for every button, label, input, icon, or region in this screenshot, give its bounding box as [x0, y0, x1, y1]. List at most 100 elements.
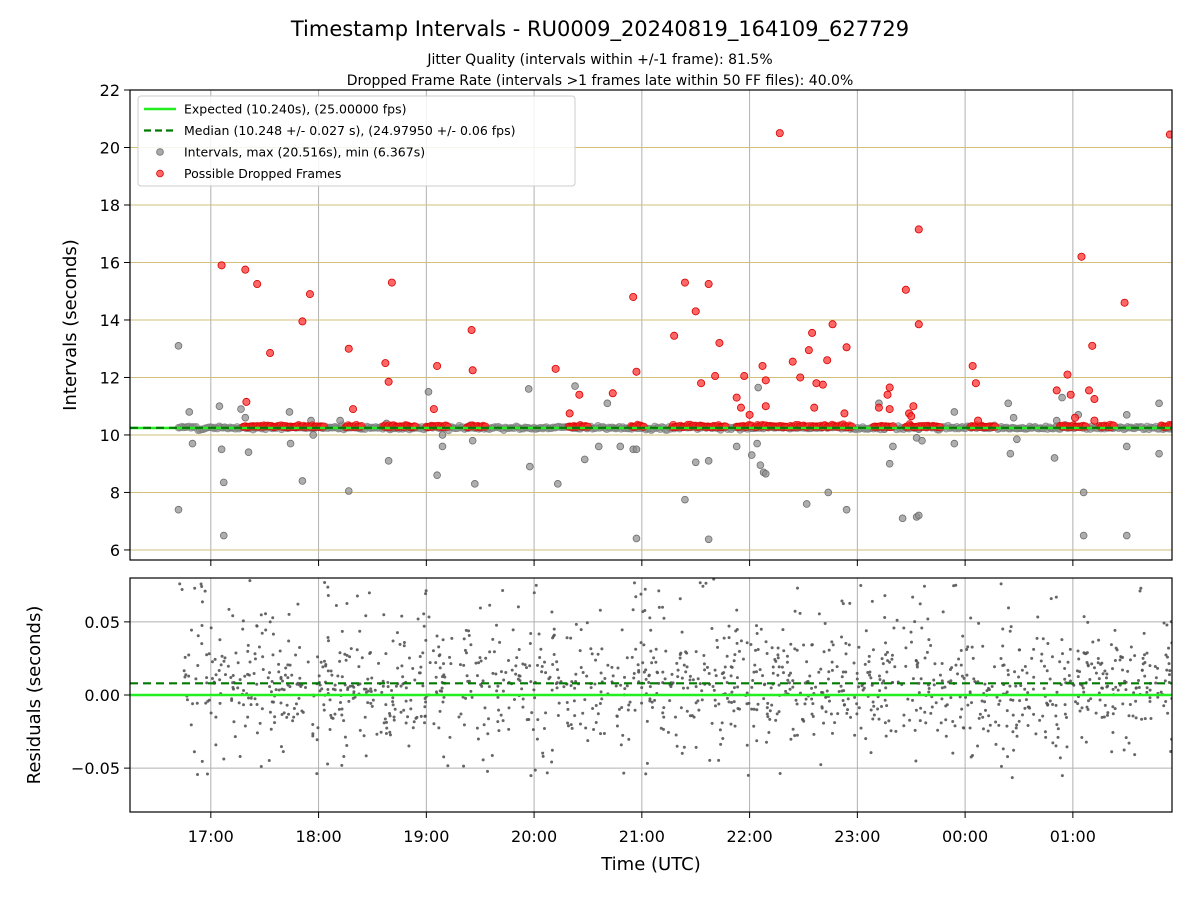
residual-point: [727, 624, 731, 628]
residual-point: [643, 587, 647, 591]
residual-point: [1121, 655, 1125, 659]
residual-point: [639, 641, 643, 645]
residual-point: [938, 673, 942, 677]
residual-point: [569, 684, 573, 688]
dropped-frame-outlier-point: [761, 402, 770, 411]
residual-point: [999, 764, 1003, 768]
residual-point: [940, 661, 944, 665]
residual-point: [805, 660, 809, 664]
residual-point: [600, 697, 604, 701]
residual-point: [947, 545, 950, 548]
residual-point: [268, 671, 272, 675]
residual-point: [321, 665, 325, 669]
residual-point: [633, 708, 637, 712]
residual-point: [777, 710, 781, 714]
residual-point: [983, 682, 987, 686]
residual-point: [383, 717, 387, 721]
residual-point: [228, 566, 231, 569]
residual-point: [820, 705, 824, 709]
residual-point: [1063, 677, 1067, 681]
residual-point: [678, 597, 682, 601]
residual-point: [294, 702, 298, 706]
residual-point: [839, 684, 843, 688]
residual-point: [358, 629, 362, 633]
interval-outlier-point: [468, 436, 477, 445]
residual-point: [295, 682, 299, 686]
residual-point: [610, 665, 614, 669]
residual-point: [890, 657, 894, 661]
residual-point: [424, 592, 428, 596]
residual-point: [888, 660, 892, 664]
residual-point: [781, 671, 785, 675]
dropped-frame-outlier-point: [968, 361, 977, 370]
residual-point: [1028, 706, 1032, 710]
residual-point: [196, 772, 200, 776]
residual-point: [647, 680, 651, 684]
residual-point: [830, 545, 833, 548]
dropped-frame-outlier-point: [818, 380, 827, 389]
residual-point: [273, 715, 277, 719]
residual-point: [574, 622, 578, 626]
residual-point: [702, 653, 706, 657]
residual-point: [1121, 702, 1125, 706]
residual-point: [830, 640, 834, 644]
residual-point: [894, 729, 898, 733]
residual-point: [554, 572, 557, 575]
residual-point: [358, 682, 362, 686]
residual-point: [1055, 690, 1059, 694]
residual-point: [381, 566, 384, 569]
residual-point: [534, 583, 538, 587]
residual-point: [476, 737, 480, 741]
residual-point: [540, 670, 544, 674]
residual-point: [645, 761, 649, 765]
residual-point: [390, 688, 394, 692]
residual-point: [271, 632, 275, 636]
residual-point: [518, 554, 521, 557]
residual-point: [969, 616, 973, 620]
residual-point: [1088, 678, 1092, 682]
residual-point: [259, 613, 263, 617]
residual-point: [849, 715, 853, 719]
residual-point: [984, 708, 988, 712]
dropped-frame-outlier-point: [344, 344, 353, 353]
residual-point: [550, 610, 554, 614]
residual-point: [872, 713, 876, 717]
residual-point: [298, 645, 302, 649]
residual-point: [594, 721, 598, 725]
residual-point: [243, 674, 247, 678]
residual-point: [418, 655, 422, 659]
residual-point: [648, 616, 652, 620]
residual-point: [1142, 631, 1146, 635]
residual-point: [287, 639, 291, 643]
residual-point: [998, 699, 1002, 703]
residual-point: [1058, 756, 1062, 760]
residual-point: [384, 652, 388, 656]
residual-point: [343, 652, 347, 656]
x-axis-label: Time (UTC): [600, 854, 701, 875]
residual-point: [824, 710, 828, 714]
residual-point: [435, 634, 439, 638]
residual-point: [423, 721, 427, 725]
residual-point: [1165, 655, 1169, 659]
residual-point: [1008, 629, 1012, 633]
interval-outlier-point: [298, 477, 307, 485]
residual-point: [322, 659, 326, 663]
residual-point: [603, 676, 607, 680]
residual-point: [782, 649, 786, 653]
residual-point: [281, 750, 285, 754]
interval-outlier-point: [1122, 411, 1131, 419]
residual-point: [1006, 668, 1010, 672]
residual-point: [675, 744, 679, 748]
residual-point: [688, 678, 692, 682]
residual-point: [230, 699, 234, 703]
residual-point: [917, 691, 921, 695]
residual-point: [344, 658, 348, 662]
residual-point: [784, 689, 788, 693]
residual-point: [1148, 688, 1152, 692]
residual-point: [1000, 569, 1003, 572]
residual-point: [287, 712, 291, 716]
residual-point: [1127, 741, 1131, 745]
residual-point: [462, 663, 466, 667]
residual-point: [424, 638, 428, 642]
residual-point: [696, 677, 700, 681]
